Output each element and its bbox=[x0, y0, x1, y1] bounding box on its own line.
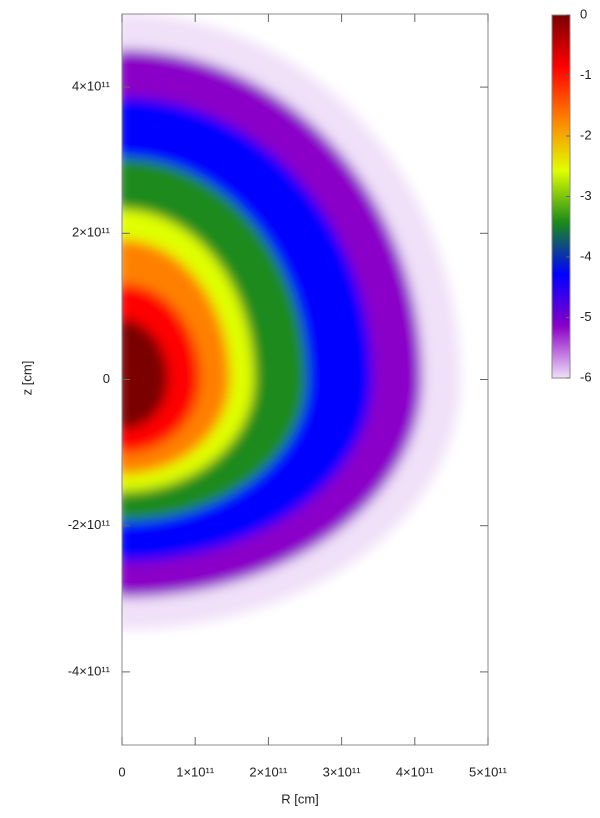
x-axis-label: R [cm] bbox=[281, 791, 319, 806]
y-tick-label: 4×10¹¹ bbox=[72, 79, 111, 94]
y-axis-label: z [cm] bbox=[19, 361, 34, 396]
colorbar-tick-label: -2 bbox=[580, 127, 592, 142]
colorbar-tick-label: -6 bbox=[580, 369, 592, 384]
x-tick-label: 5×10¹¹ bbox=[469, 764, 508, 779]
colorbar-tick-label: -4 bbox=[580, 248, 592, 263]
x-tick-label: 1×10¹¹ bbox=[176, 764, 215, 779]
y-tick-label: -4×10¹¹ bbox=[68, 663, 111, 678]
density-layer bbox=[122, 319, 168, 430]
density-field bbox=[122, 14, 460, 630]
x-tick-label: 3×10¹¹ bbox=[323, 764, 362, 779]
y-tick-label: -2×10¹¹ bbox=[68, 517, 111, 532]
y-tick-label: 0 bbox=[103, 371, 110, 386]
colorbar-tick-label: 0 bbox=[580, 6, 587, 21]
y-tick-label: 2×10¹¹ bbox=[72, 225, 111, 240]
colorbar-tick-label: -5 bbox=[580, 309, 592, 324]
x-tick-label: 2×10¹¹ bbox=[249, 764, 288, 779]
colorbar-tick-label: -1 bbox=[580, 67, 592, 82]
x-tick-label: 4×10¹¹ bbox=[396, 764, 435, 779]
colorbar-tick-label: -3 bbox=[580, 188, 592, 203]
x-tick-label: 0 bbox=[118, 764, 125, 779]
